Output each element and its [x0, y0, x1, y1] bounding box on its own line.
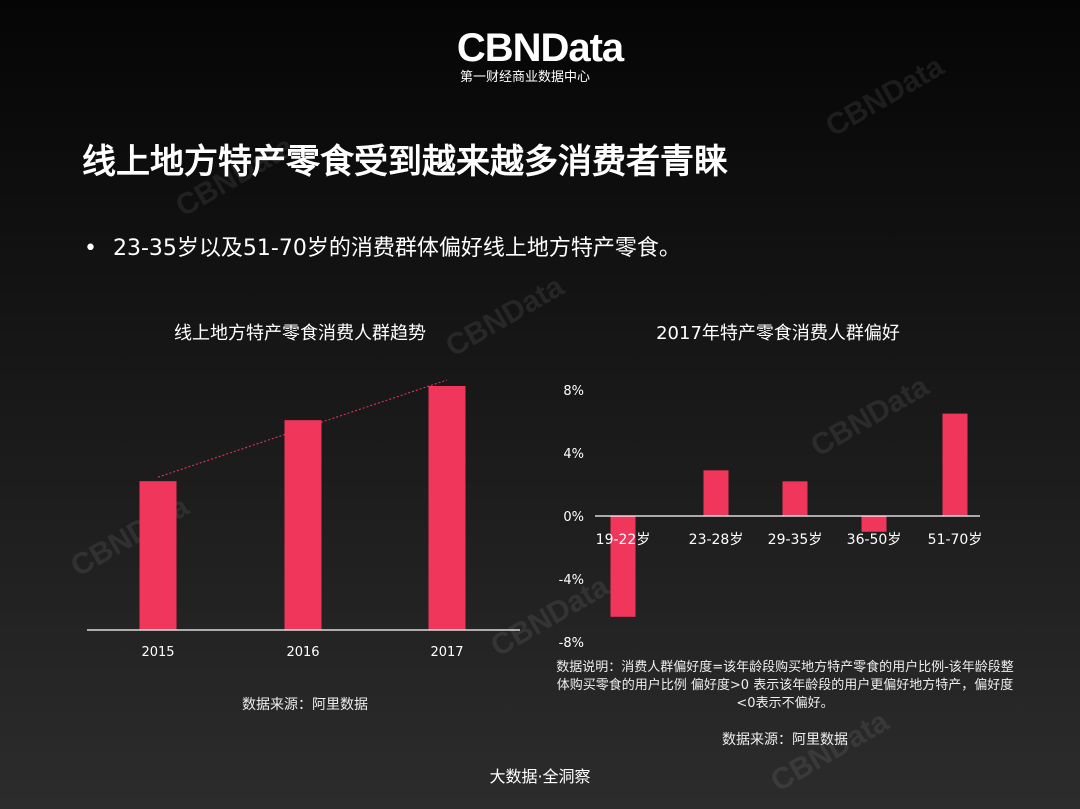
x-tick-label: 2016 — [286, 645, 319, 660]
x-tick-label: 2017 — [430, 645, 463, 660]
x-tick-label: 29-35岁 — [768, 532, 823, 548]
right-chart-note: 数据说明：消费人群偏好度=该年龄段购买地方特产零食的用户比例-该年龄段整体购买零… — [556, 660, 1014, 711]
bar-36-50岁 — [861, 516, 887, 532]
watermark: CBNData — [440, 269, 570, 364]
left-chart: 2015 2016 2017 — [87, 379, 520, 660]
x-tick-label: 36-50岁 — [847, 532, 902, 548]
bar-2016 — [284, 420, 322, 630]
x-tick-label: 19-22岁 — [596, 532, 651, 548]
logo-subtitle: 第一财经商业数据中心 — [459, 70, 590, 85]
right-chart-source: 数据来源：阿里数据 — [722, 732, 848, 748]
bar-2017 — [428, 386, 466, 630]
bullet-text: 23-35岁以及51-70岁的消费群体偏好线上地方特产零食。 — [112, 236, 681, 261]
left-chart-source: 数据来源：阿里数据 — [242, 697, 368, 713]
bullet-point: • 23-35岁以及51-70岁的消费群体偏好线上地方特产零食。 — [84, 230, 681, 262]
page-title: 线上地方特产零食受到越来越多消费者青睐 — [82, 142, 728, 182]
bar-2015 — [139, 481, 177, 630]
y-tick-label: 8% — [563, 384, 584, 399]
right-chart: 8% 4% 0% -4% -8% 19-22岁 23-28岁 29-35岁 36-50岁 51-7… — [559, 384, 983, 651]
logo-brand: CBNData — [456, 26, 624, 70]
y-tick-label: 4% — [563, 447, 584, 462]
y-tick-label: -8% — [559, 636, 584, 651]
bar-19-22岁 — [610, 516, 636, 617]
left-chart-title: 线上地方特产零食消费人群趋势 — [174, 323, 426, 344]
footer-tagline: 大数据·全洞察 — [489, 767, 591, 786]
trend-line — [157, 379, 448, 478]
logo: CBNData 第一财经商业数据中心 — [0, 26, 1080, 86]
x-tick-label: 2015 — [141, 645, 174, 660]
bullet-marker: • — [84, 236, 97, 261]
right-chart-title: 2017年特产零食消费人群偏好 — [656, 323, 900, 344]
y-tick-label: -4% — [559, 573, 584, 588]
bar-23-28岁 — [703, 470, 729, 516]
x-tick-label: 23-28岁 — [689, 532, 744, 548]
bar-29-35岁 — [782, 481, 808, 516]
x-tick-label: 51-70岁 — [928, 532, 983, 548]
bar-51-70岁 — [942, 413, 968, 516]
y-tick-label: 0% — [563, 510, 584, 525]
